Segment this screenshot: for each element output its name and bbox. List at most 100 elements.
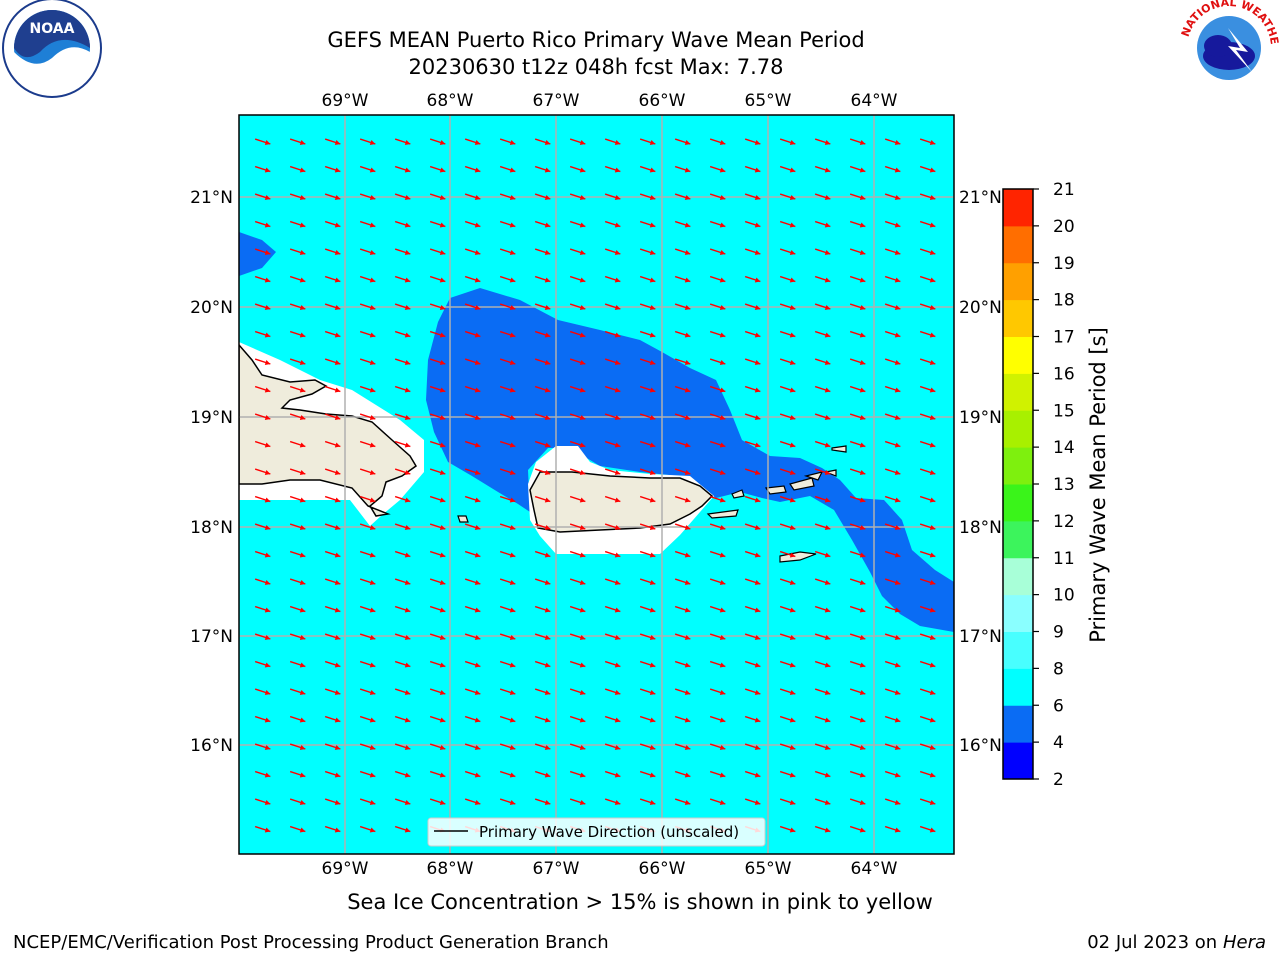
- wave-arrow: [289, 605, 306, 613]
- wave-arrow: [254, 743, 271, 750]
- wave-arrow: [919, 330, 936, 338]
- wave-arrow: [604, 633, 621, 640]
- wave-arrow: [744, 220, 761, 228]
- colorbar-tick-label: 18: [1053, 291, 1075, 311]
- wave-arrow: [289, 468, 306, 475]
- wave-arrow: [814, 358, 831, 365]
- wave-arrow: [674, 358, 691, 365]
- colorbar-segment: [1003, 631, 1033, 669]
- wave-arrow: [814, 578, 831, 585]
- wave-arrow: [464, 385, 481, 393]
- wave-arrow: [464, 523, 481, 530]
- wave-arrow: [814, 248, 831, 255]
- wave-arrow: [779, 688, 796, 695]
- wave-arrow: [394, 193, 411, 200]
- wave-arrow: [324, 523, 341, 530]
- wave-arrow: [884, 660, 901, 668]
- wave-arrow: [429, 523, 446, 530]
- wave-arrow: [394, 440, 411, 448]
- wave-arrow: [709, 138, 726, 145]
- wave-arrow: [604, 303, 621, 310]
- wave-arrow: [744, 303, 761, 310]
- wave-arrow: [324, 743, 341, 750]
- wave-arrow: [254, 468, 271, 475]
- wave-arrow: [814, 303, 831, 310]
- wave-arrow: [569, 413, 586, 420]
- wave-arrow: [779, 825, 796, 833]
- wave-arrow: [604, 550, 621, 558]
- wave-arrow: [674, 413, 691, 420]
- wave-arrow: [464, 468, 481, 475]
- wave-arrow: [884, 523, 901, 530]
- wave-arrow: [849, 468, 866, 475]
- wave-arrow: [569, 358, 586, 365]
- wave-arrow: [674, 220, 691, 228]
- colorbar-tick-label: 21: [1053, 180, 1075, 200]
- wave-arrow: [359, 165, 376, 173]
- wave-arrow: [289, 495, 306, 503]
- wave-arrow: [569, 275, 586, 283]
- lon-tick-top: 64°W: [851, 91, 898, 111]
- wave-arrow: [674, 248, 691, 255]
- wave-arrow: [709, 743, 726, 750]
- wave-arrow: [359, 578, 376, 585]
- wave-arrow: [569, 330, 586, 338]
- wave-arrow: [254, 440, 271, 448]
- colorbar-segment: [1003, 447, 1033, 485]
- wave-arrow: [394, 688, 411, 695]
- wave-arrow: [289, 358, 306, 365]
- wave-arrow: [499, 138, 516, 145]
- wave-arrow: [884, 275, 901, 283]
- wave-arrow: [744, 688, 761, 695]
- wave-arrow: [254, 825, 271, 833]
- wave-arrow: [674, 275, 691, 283]
- wave-arrow: [814, 330, 831, 338]
- colorbar-segment: [1003, 484, 1033, 522]
- wave-arrow: [709, 578, 726, 585]
- lat-tick-left: 17°N: [190, 627, 233, 647]
- wave-arrow: [324, 468, 341, 475]
- colorbar-tick-label: 8: [1053, 659, 1064, 679]
- lon-tick-top: 69°W: [322, 91, 369, 111]
- wave-arrow: [744, 440, 761, 448]
- wave-arrow: [604, 578, 621, 585]
- wave-arrow: [639, 385, 656, 393]
- wave-arrow: [639, 578, 656, 585]
- wave-arrow: [709, 385, 726, 393]
- wave-arrow: [429, 660, 446, 668]
- wave-arrow: [429, 578, 446, 585]
- colorbar-segment: [1003, 373, 1033, 411]
- wave-arrow: [394, 633, 411, 640]
- wave-arrow: [394, 660, 411, 668]
- wave-arrow: [674, 468, 691, 475]
- lat-tick-left: 21°N: [190, 188, 233, 208]
- lon-tick-bottom: 67°W: [533, 859, 580, 879]
- wave-arrow: [884, 165, 901, 173]
- wave-arrow: [604, 770, 621, 778]
- wave-arrow: [639, 358, 656, 365]
- wave-arrow: [674, 633, 691, 640]
- wave-arrow: [674, 550, 691, 558]
- lat-tick-right: 16°N: [959, 736, 1002, 756]
- wave-arrow: [499, 303, 516, 310]
- wave-arrow: [709, 770, 726, 778]
- wave-arrow: [394, 220, 411, 228]
- wave-arrow: [709, 660, 726, 668]
- wave-arrow: [604, 358, 621, 365]
- wave-arrow: [674, 660, 691, 668]
- wave-arrow: [639, 605, 656, 613]
- wave-arrow: [744, 358, 761, 365]
- wave-arrow: [919, 770, 936, 778]
- wave-arrow: [639, 550, 656, 558]
- wave-arrow: [394, 468, 411, 475]
- wave-arrow: [324, 798, 341, 805]
- wave-arrow: [569, 633, 586, 640]
- lon-tick-bottom: 68°W: [427, 859, 474, 879]
- wave-arrow: [884, 220, 901, 228]
- lon-tick-top: 66°W: [639, 91, 686, 111]
- wave-arrow: [254, 578, 271, 585]
- colorbar-segment: [1003, 189, 1033, 227]
- wave-arrow: [639, 743, 656, 750]
- wave-arrow: [254, 193, 271, 200]
- wave-arrow: [254, 633, 271, 640]
